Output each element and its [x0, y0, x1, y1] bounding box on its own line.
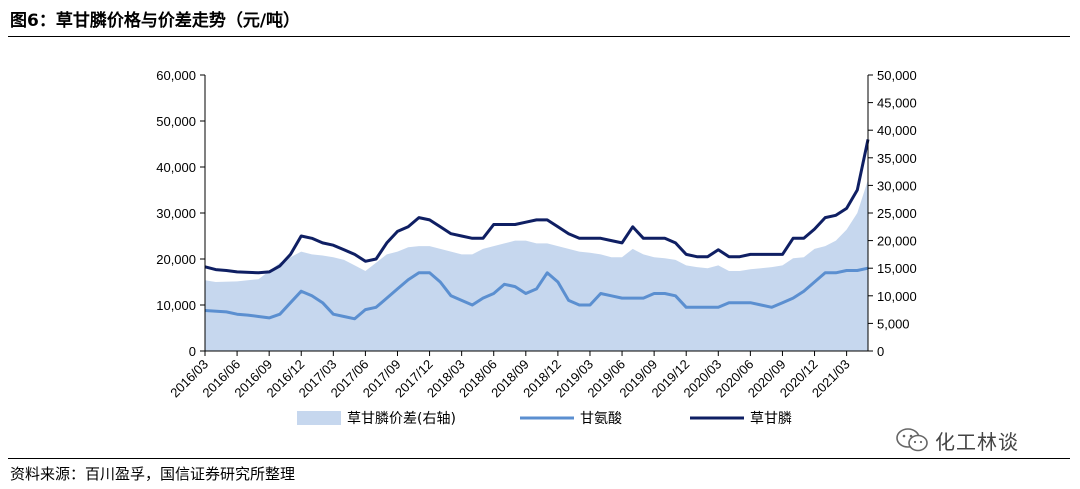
- watermark: 化工林谈: [895, 425, 1019, 455]
- y-left-tick-label: 60,000: [156, 68, 196, 83]
- y-right-tick-label: 5,000: [877, 316, 910, 331]
- legend-label: 草甘膦: [750, 411, 792, 427]
- y-right-tick-label: 25,000: [877, 206, 917, 221]
- y-left-tick-label: 0: [189, 344, 196, 359]
- wechat-icon: [896, 428, 928, 452]
- y-right-tick-label: 15,000: [877, 261, 917, 276]
- title-divider: [8, 36, 1070, 37]
- legend-swatch-spread: [297, 411, 341, 425]
- watermark-text: 化工林谈: [935, 429, 1019, 454]
- y-right-tick-label: 45,000: [877, 96, 917, 111]
- legend-label: 甘氨酸: [580, 411, 622, 427]
- source-note: 资料来源：百川盈孚，国信证券研究所整理: [10, 465, 296, 483]
- y-left-tick-label: 20,000: [156, 252, 196, 267]
- y-right-tick-label: 10,000: [877, 289, 917, 304]
- series-spread-area: [205, 179, 868, 351]
- y-right-tick-label: 0: [877, 344, 884, 359]
- y-right-tick-label: 20,000: [877, 234, 917, 249]
- y-left-tick-label: 30,000: [156, 206, 196, 221]
- y-right-tick-label: 40,000: [877, 123, 917, 138]
- y-right-tick-label: 50,000: [877, 68, 917, 83]
- chart-title: 图6：草甘膦价格与价差走势（元/吨）: [10, 11, 301, 31]
- y-left-tick-label: 50,000: [156, 114, 196, 129]
- source-divider: [8, 458, 1070, 459]
- series-glyphosine-line: [204, 266, 869, 321]
- y-right-tick-label: 30,000: [877, 178, 917, 193]
- y-left-tick-label: 10,000: [156, 298, 196, 313]
- series-glyphosate-line: [204, 139, 870, 275]
- y-right-tick-label: 35,000: [877, 151, 917, 166]
- legend-label: 草甘膦价差(右轴): [347, 411, 456, 427]
- y-left-tick-label: 40,000: [156, 160, 196, 175]
